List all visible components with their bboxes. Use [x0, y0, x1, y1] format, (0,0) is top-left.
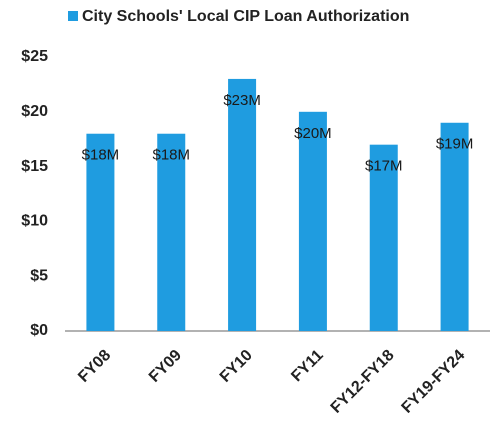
x-tick-label: FY10 [217, 347, 256, 386]
value-label: $17M [365, 158, 403, 175]
y-tick-label: $10 [21, 213, 48, 230]
x-tick-label: FY11 [288, 347, 327, 386]
bar [440, 122, 469, 331]
value-label: $19M [436, 136, 474, 153]
bar [369, 144, 398, 331]
y-tick-label: $20 [21, 103, 48, 120]
y-tick-label: $15 [21, 158, 48, 175]
value-label: $18M [152, 147, 190, 164]
value-label: $23M [223, 92, 261, 109]
legend-swatch [68, 11, 78, 21]
bar [157, 133, 186, 331]
x-tick-label: FY12-FY18 [328, 347, 398, 417]
y-tick-label: $0 [30, 322, 48, 339]
bar [228, 78, 257, 331]
bar [86, 133, 115, 331]
x-tick-label: FY09 [146, 347, 185, 386]
x-tick-label: FY19-FY24 [399, 347, 469, 417]
x-tick-label: FY08 [75, 347, 114, 386]
y-tick-label: $5 [30, 267, 48, 284]
value-label: $18M [82, 147, 120, 164]
legend-label: City Schools' Local CIP Loan Authorizati… [82, 8, 409, 25]
y-tick-label: $25 [21, 48, 48, 65]
value-label: $20M [294, 125, 332, 142]
bar [298, 111, 327, 331]
